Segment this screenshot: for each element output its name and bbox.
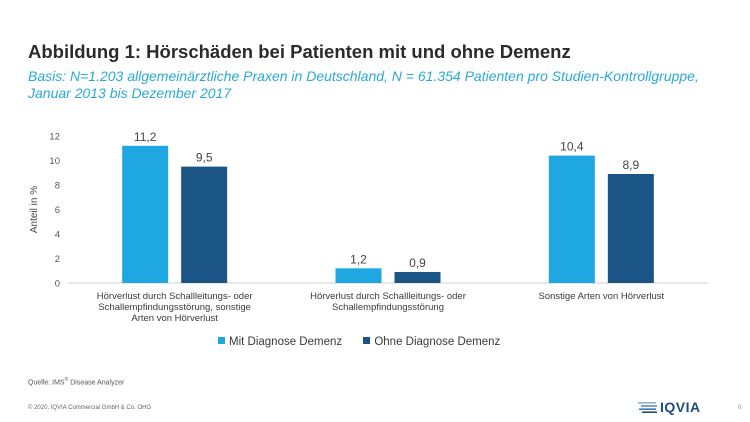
iqvia-logo: IQVIA xyxy=(638,399,701,415)
source-note: Quelle: IMS® Disease Analyzer xyxy=(28,377,125,387)
page-number: 0 xyxy=(738,405,742,411)
logo-mark-icon xyxy=(638,402,657,413)
logo-text: IQVIA xyxy=(660,399,701,415)
data-label: 1,2 xyxy=(350,252,367,266)
y-tick-label: 10 xyxy=(49,156,60,167)
bar xyxy=(122,145,169,283)
legend-swatch xyxy=(363,337,371,344)
bar xyxy=(607,173,654,283)
data-label: 10,4 xyxy=(560,140,584,154)
y-tick-label: 8 xyxy=(55,181,60,192)
legend-label: Mit Diagnose Demenz xyxy=(229,336,343,348)
x-category-label: Hörverlust durch Schallleitungs- oder xyxy=(97,291,253,302)
x-category-label: Arten von Hörverlust xyxy=(131,313,218,324)
x-category-label: Schallempfindungsstörung xyxy=(332,302,444,313)
bar xyxy=(335,268,382,283)
bar xyxy=(394,271,441,283)
chart-title: Abbildung 1: Hörschäden bei Patienten mi… xyxy=(28,41,571,62)
legend-item-mit-demenz: Mit Diagnose Demenz xyxy=(218,336,342,348)
data-label: 11,2 xyxy=(134,130,157,144)
legend-swatch xyxy=(218,337,225,344)
data-label: 8,9 xyxy=(622,158,639,172)
x-category-label: Sonstige Arten von Hörverlust xyxy=(538,291,664,302)
legend-item-ohne-demenz: Ohne Diagnose Demenz xyxy=(363,336,500,348)
y-tick-label: 6 xyxy=(55,205,60,216)
chart-subtitle: Basis: N=1.203 allgemeinärztliche Praxen… xyxy=(28,68,699,101)
legend-label: Ohne Diagnose Demenz xyxy=(374,336,501,348)
data-label: 9,5 xyxy=(196,151,213,165)
chart-legend: Mit Diagnose Demenz Ohne Diagnose Demenz xyxy=(218,336,518,348)
x-category-label: Hörverlust durch Schallleitungs- oder xyxy=(310,291,466,302)
bar xyxy=(548,155,595,283)
bar xyxy=(181,166,228,283)
data-label: 0,9 xyxy=(409,256,426,270)
y-tick-label: 2 xyxy=(55,254,60,265)
y-tick-label: 4 xyxy=(55,230,60,241)
x-category-label: Schallempfindungsstörung, sonstige xyxy=(98,302,251,313)
y-axis-label: Anteil in % xyxy=(29,186,40,233)
y-tick-label: 0 xyxy=(55,279,60,290)
y-tick-label: 12 xyxy=(49,132,60,143)
copyright-note: © 2020, IQVIA Commercial GmbH & Co. OHG xyxy=(28,405,152,411)
